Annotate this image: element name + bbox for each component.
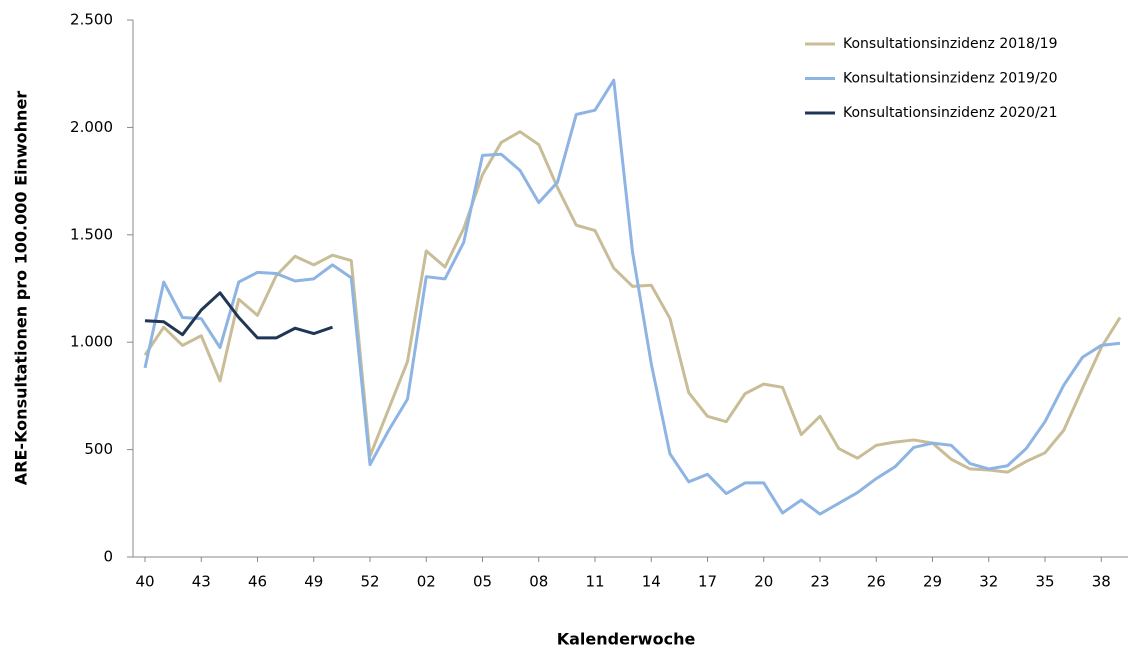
x-tick-label: 52 [360, 573, 379, 591]
x-tick-label: 26 [867, 573, 886, 591]
y-tick-label: 500 [84, 440, 113, 458]
series-line [144, 291, 333, 340]
series-line [143, 130, 1122, 474]
y-axis-title: ARE-Konsultationen pro 100.000 Einwohner [12, 91, 31, 486]
y-tick-label: 1.000 [70, 333, 113, 351]
series-line [143, 78, 1121, 516]
legend-label: Konsultationsinzidenz 2020/21 [843, 105, 1058, 121]
x-tick-label: 05 [473, 573, 492, 591]
x-tick-label: 11 [585, 573, 604, 591]
y-tick-label: 2.000 [70, 118, 113, 136]
y-tick-label: 0 [103, 548, 113, 566]
x-tick-label: 08 [529, 573, 548, 591]
x-tick-label: 23 [810, 573, 829, 591]
x-tick-label: 40 [135, 573, 154, 591]
x-tick-label: 43 [192, 573, 211, 591]
x-tick-label: 46 [248, 573, 267, 591]
y-tick-label: 1.500 [70, 225, 113, 243]
x-tick-label: 02 [417, 573, 436, 591]
x-tick-label: 32 [979, 573, 998, 591]
x-tick-label: 29 [923, 573, 942, 591]
x-tick-label: 14 [642, 573, 661, 591]
x-tick-label: 49 [304, 573, 323, 591]
y-tick-label: 2.500 [70, 11, 113, 29]
x-axis-title: Kalenderwoche [557, 630, 696, 649]
legend-label: Konsultationsinzidenz 2019/20 [843, 71, 1058, 87]
x-tick-label: 38 [1092, 573, 1111, 591]
x-tick-label: 20 [754, 573, 773, 591]
legend-label: Konsultationsinzidenz 2018/19 [843, 36, 1058, 52]
x-tick-label: 17 [698, 573, 717, 591]
x-tick-label: 35 [1035, 573, 1054, 591]
